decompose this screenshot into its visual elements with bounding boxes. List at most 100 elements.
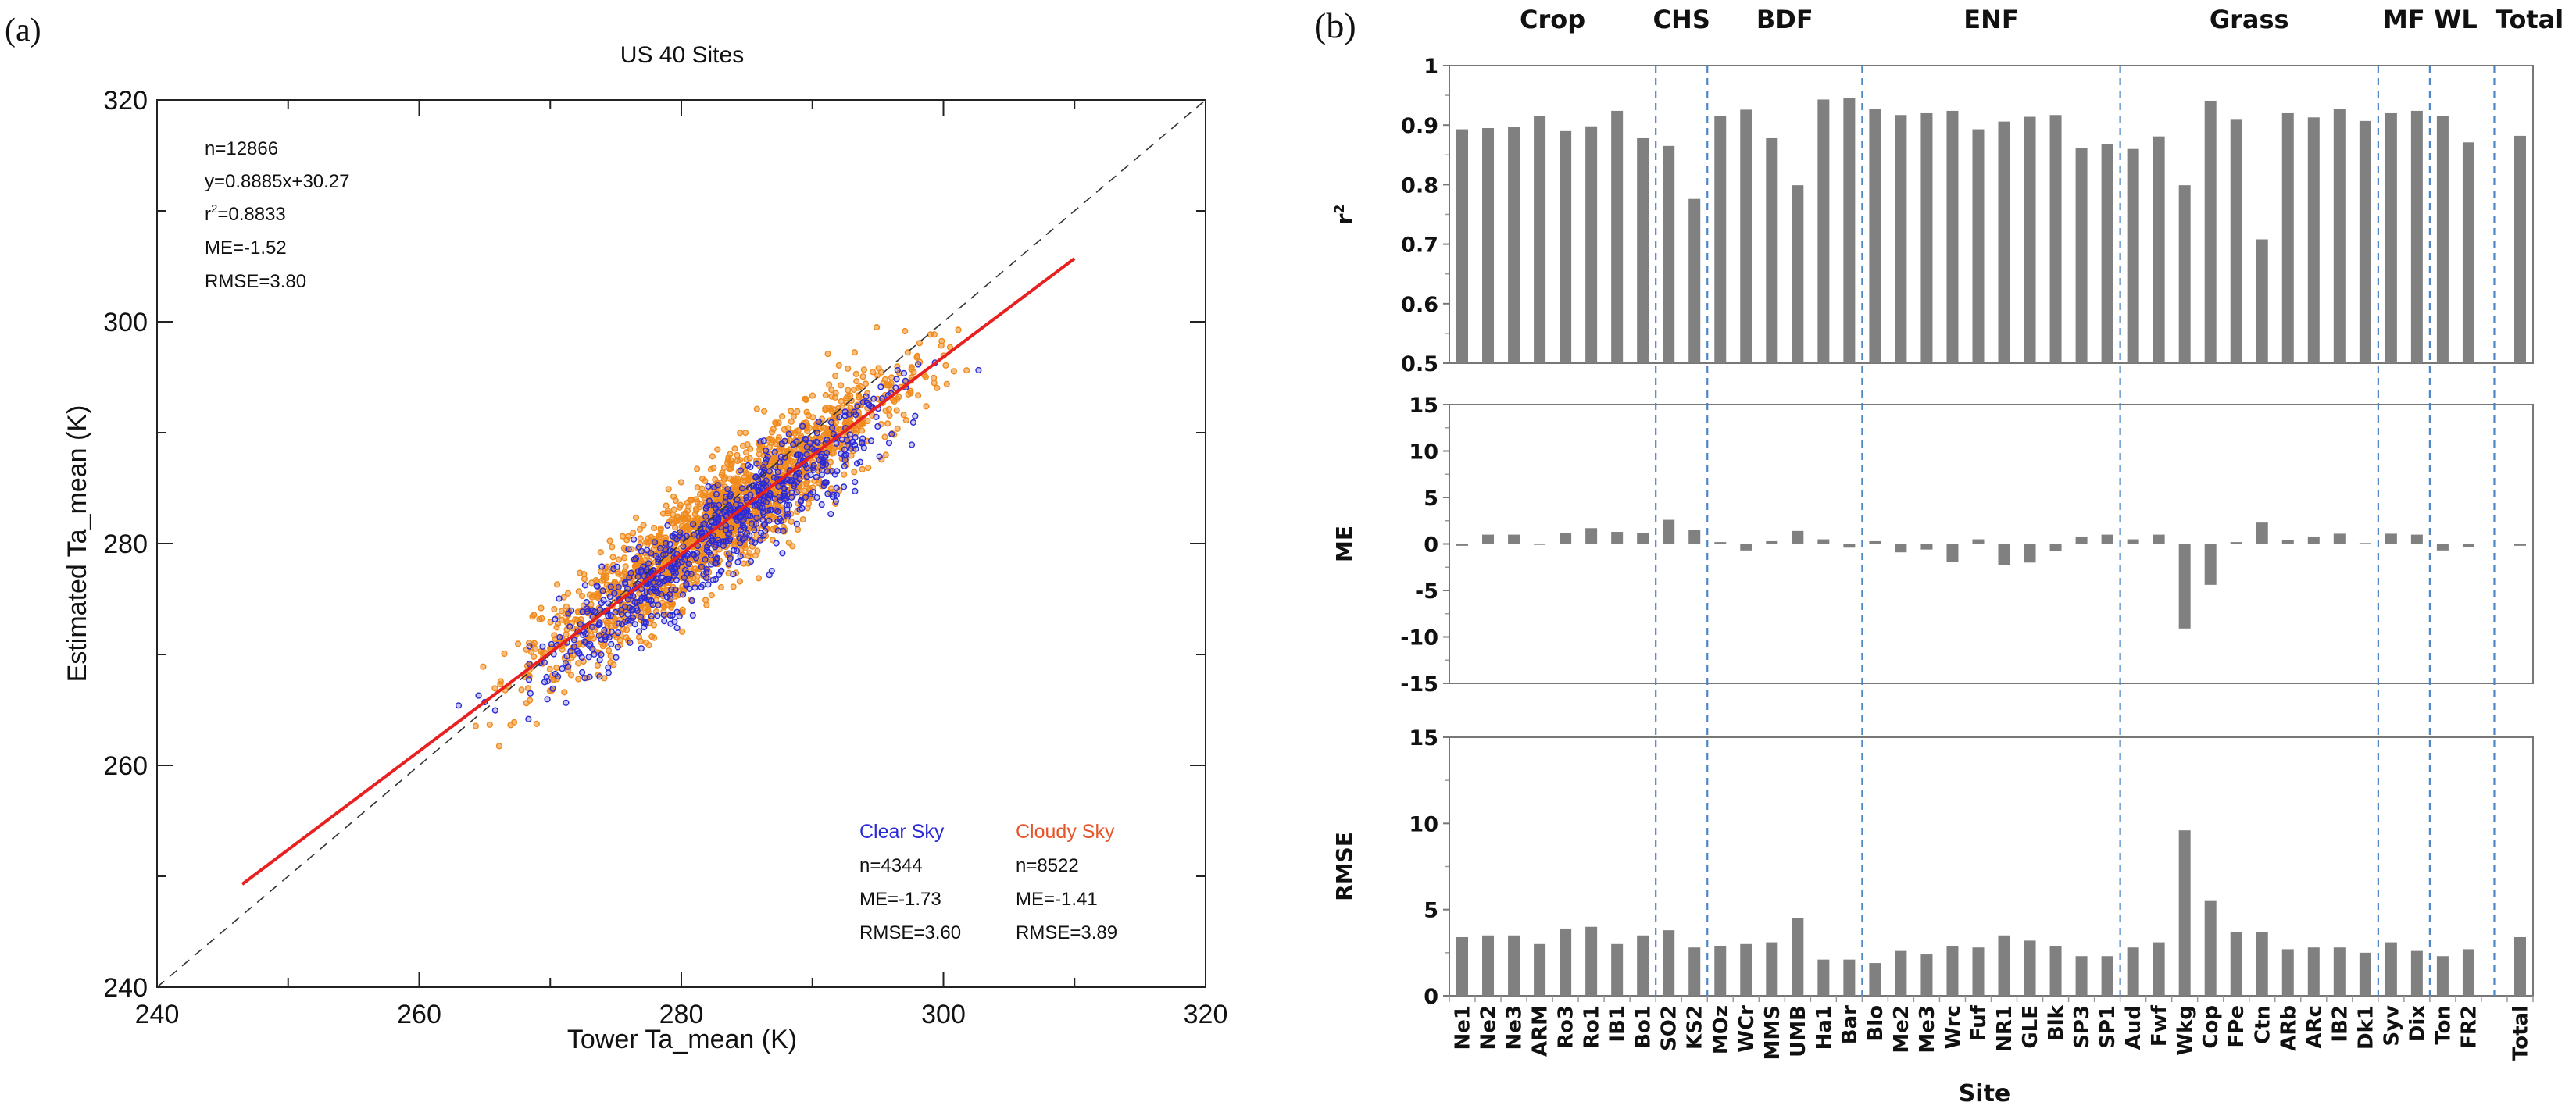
cloudy-sky-point bbox=[694, 573, 701, 580]
bar-Cop bbox=[2204, 100, 2217, 363]
y-tick-label: 0.6 bbox=[1401, 293, 1438, 317]
cloudy-sky-point bbox=[650, 622, 658, 629]
bar-KS2 bbox=[1688, 198, 1701, 363]
cloudy-sky-point bbox=[586, 591, 593, 598]
clear-sky-point bbox=[738, 485, 746, 492]
bar-MMS bbox=[1766, 942, 1778, 996]
clear-sky-point bbox=[596, 621, 603, 628]
clear-sky-point bbox=[654, 612, 661, 619]
bar-GLE bbox=[2024, 544, 2036, 563]
clear-sky-point bbox=[563, 699, 570, 706]
cloudy-sky-point bbox=[902, 327, 909, 335]
clear-sky-point bbox=[708, 561, 715, 568]
cloudy-sky-point bbox=[930, 374, 938, 382]
cloudy-sky-point bbox=[804, 427, 811, 435]
bar-WCr bbox=[1740, 109, 1752, 363]
y-tick-label: 5 bbox=[1424, 899, 1438, 923]
clear-sky-point bbox=[854, 403, 861, 410]
bar-Bar bbox=[1843, 544, 1856, 548]
cloudy-sky-point bbox=[804, 505, 811, 512]
bar-x-axis-label: Site bbox=[1959, 1080, 2011, 1107]
clear-sky-point bbox=[784, 513, 791, 520]
site-label: MMS bbox=[1761, 1005, 1785, 1060]
clear-sky-point bbox=[803, 473, 810, 480]
cloudy-sky-point bbox=[707, 465, 715, 473]
cloudy-sky-point bbox=[491, 685, 498, 692]
cloudy-sky-point bbox=[597, 549, 604, 556]
site-label: Fuf bbox=[1967, 1004, 1991, 1041]
clear-sky-point bbox=[599, 587, 606, 594]
x-tick-label: 300 bbox=[921, 1000, 966, 1029]
cloudy-sky-point bbox=[886, 412, 893, 419]
clear-sky-point bbox=[577, 621, 584, 628]
clear-sky-point bbox=[566, 623, 573, 630]
clear-sky-point bbox=[652, 575, 659, 582]
bar-Ro1 bbox=[1585, 926, 1598, 996]
clear-sky-point bbox=[867, 437, 875, 444]
cloudy-sky-point bbox=[697, 560, 704, 567]
site-label: NR1 bbox=[1993, 1005, 2017, 1052]
cloudy-sky-point bbox=[581, 570, 588, 578]
clear-sky-point bbox=[583, 605, 591, 612]
bar-SP3 bbox=[2075, 536, 2088, 544]
cloudy-sky-point bbox=[794, 526, 802, 533]
clear-sky-point bbox=[525, 715, 532, 722]
bar-panels: 0.5 0.6 0.7 0.8 0.9 1 r2 -15 -10 -5 0 5 10 15 ME 0 5 10 15… bbox=[1331, 5, 2563, 1061]
cloudy-sky-point bbox=[622, 563, 629, 570]
clear-sky-point bbox=[708, 534, 715, 541]
clear-sky-point bbox=[747, 491, 754, 498]
clear-sky-point bbox=[852, 433, 859, 441]
bar-MOz bbox=[1714, 542, 1727, 544]
cloudy-sky-point bbox=[636, 526, 644, 533]
clear-sky-point bbox=[781, 485, 788, 493]
clear-sky-point bbox=[856, 458, 864, 465]
clear-sky-point bbox=[595, 632, 602, 640]
cloudy-sky-point bbox=[685, 503, 692, 510]
cloudy-sky-stat: RMSE=3.89 bbox=[1016, 922, 1117, 943]
clear-sky-point bbox=[824, 490, 831, 497]
clear-sky-point bbox=[525, 676, 533, 683]
clear-sky-point bbox=[690, 551, 697, 558]
bar-Bar bbox=[1843, 98, 1856, 363]
bar-Wrc bbox=[1946, 110, 1959, 364]
cloudy-sky-point bbox=[630, 530, 637, 537]
y-axis-label: r2 bbox=[1331, 205, 1357, 225]
bar-Ton bbox=[2436, 956, 2449, 996]
cloudy-sky-point bbox=[826, 381, 833, 388]
clear-sky-point bbox=[730, 571, 737, 578]
bar-SP1 bbox=[2101, 534, 2113, 544]
cloudy-sky-point bbox=[739, 442, 747, 449]
cloudy-sky-point bbox=[832, 419, 840, 426]
clear-sky-point bbox=[672, 586, 679, 594]
bar-Dix bbox=[2410, 950, 2423, 996]
clear-sky-point bbox=[581, 638, 588, 645]
cloudy-sky-point bbox=[828, 387, 835, 394]
cloudy-sky-point bbox=[648, 633, 656, 640]
cloudy-sky-point bbox=[648, 533, 655, 541]
cloudy-sky-point bbox=[943, 380, 950, 387]
bar-MMS bbox=[1766, 540, 1778, 544]
y-tick-label: 280 bbox=[103, 530, 148, 559]
clear-sky-point bbox=[641, 619, 648, 626]
site-label: Blo bbox=[1864, 1005, 1888, 1042]
cloudy-sky-point bbox=[623, 626, 631, 633]
clear-sky-point bbox=[713, 490, 720, 497]
cloudy-sky-point bbox=[857, 383, 864, 390]
cloudy-sky-point bbox=[663, 502, 670, 509]
clear-sky-point bbox=[586, 673, 593, 680]
clear-sky-point bbox=[759, 516, 766, 523]
bar-Ne2 bbox=[1482, 128, 1495, 363]
cloudy-sky-point bbox=[650, 524, 658, 532]
clear-sky-point bbox=[608, 640, 615, 648]
clear-sky-point bbox=[863, 393, 870, 400]
bar-panel-r: 0.5 0.6 0.7 0.8 0.9 1 r2 bbox=[1331, 55, 2534, 376]
cloudy-sky-point bbox=[884, 420, 891, 427]
bar-Ne3 bbox=[1508, 935, 1520, 996]
clear-sky-point bbox=[630, 536, 638, 543]
clear-sky-point bbox=[578, 669, 586, 676]
clear-sky-point bbox=[567, 607, 575, 614]
clear-sky-point bbox=[836, 414, 843, 421]
stat-equation: y=0.8885x+30.27 bbox=[205, 171, 350, 192]
clear-sky-point bbox=[686, 585, 693, 592]
cloudy-sky-point bbox=[480, 663, 487, 670]
